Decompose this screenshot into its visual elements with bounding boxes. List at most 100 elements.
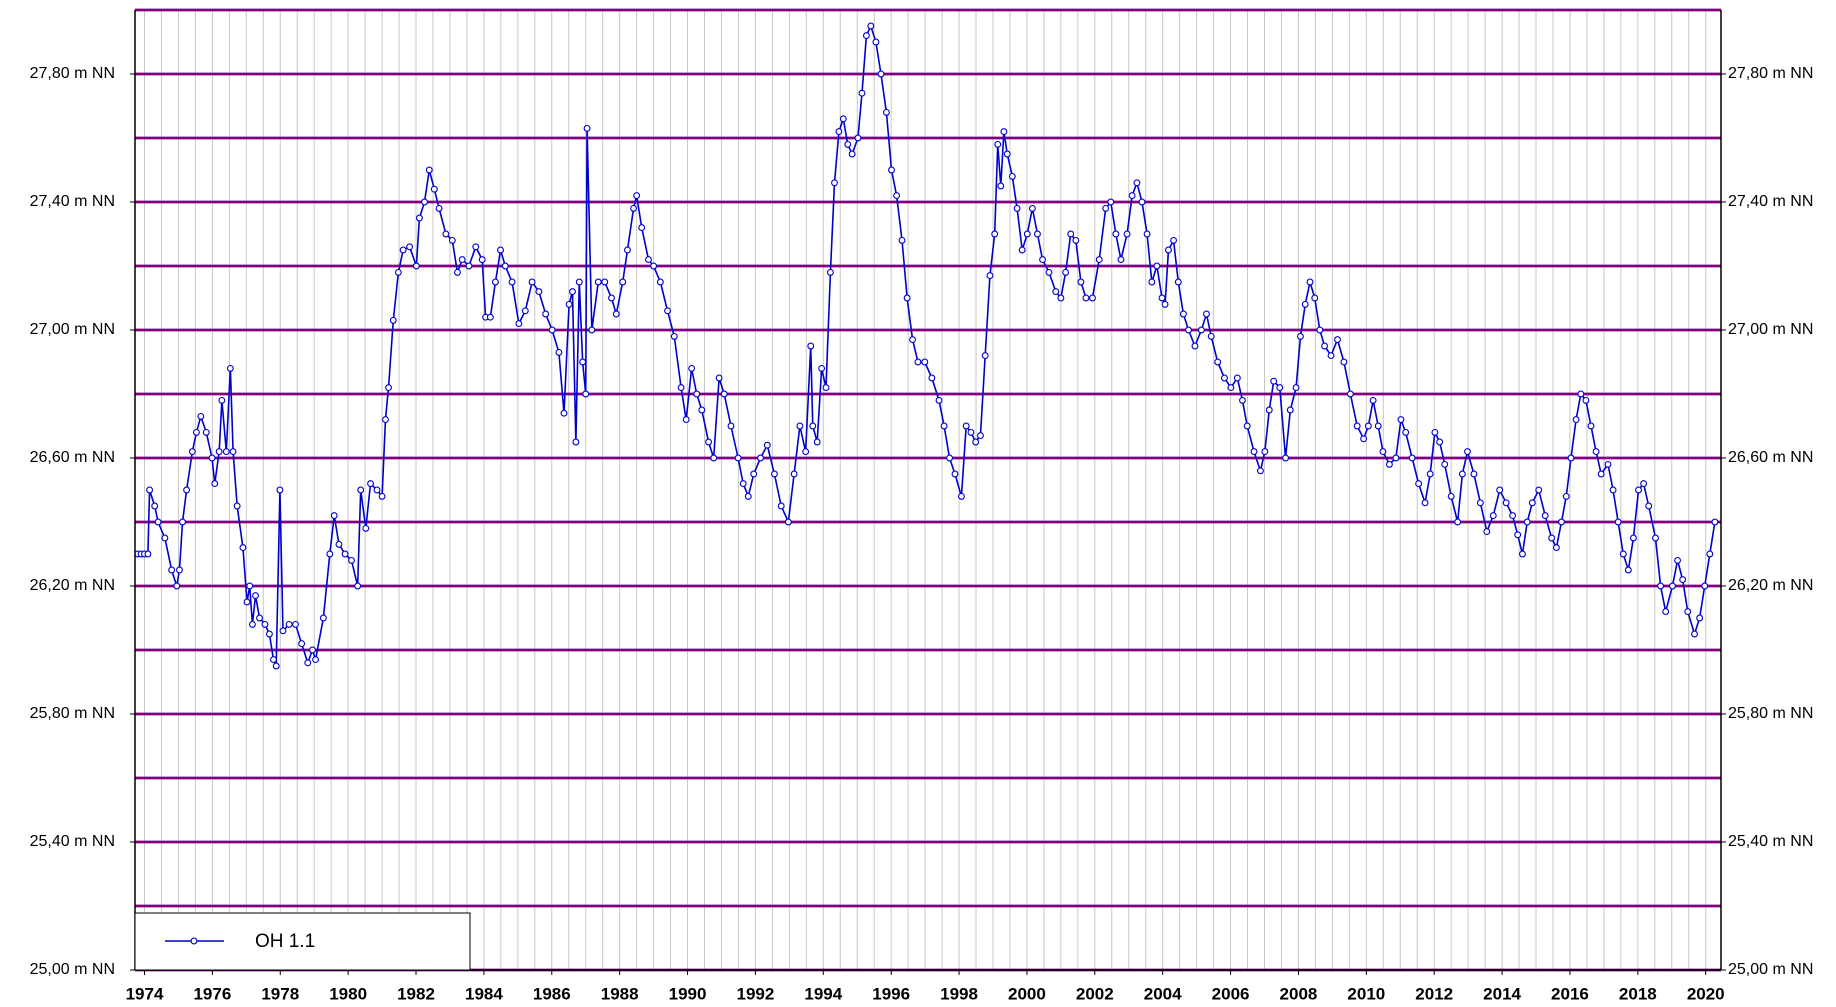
data-point [1415, 480, 1423, 488]
data-point [1270, 377, 1278, 385]
data-point [448, 236, 456, 244]
data-point [809, 422, 817, 430]
data-point [1227, 384, 1235, 392]
data-point [633, 192, 641, 200]
data-point [1321, 342, 1329, 350]
data-point [826, 268, 834, 276]
data-point [362, 524, 370, 532]
data-point [197, 412, 205, 420]
data-point [807, 342, 815, 350]
data-point [1476, 499, 1484, 507]
plot [134, 22, 1719, 670]
data-point [1562, 492, 1570, 500]
data-point [1239, 396, 1246, 404]
legend: OH 1.1 [134, 912, 471, 971]
data-point [161, 534, 169, 542]
data-point [1214, 358, 1222, 366]
data-point [1514, 531, 1522, 539]
data-point [435, 204, 443, 212]
data-point [335, 540, 343, 548]
data-point [173, 582, 181, 590]
data-point [670, 332, 678, 340]
data-point [1102, 204, 1110, 212]
y-tick-label: 27,40 m NN [30, 193, 115, 210]
data-point [341, 550, 349, 558]
x-tick-label: 1974 [126, 984, 164, 1003]
data-point [565, 300, 573, 308]
data-point [1138, 198, 1146, 206]
data-point [588, 326, 596, 334]
data-point [486, 313, 494, 321]
data-point [858, 89, 866, 97]
data-point [348, 556, 355, 564]
data-point [1369, 396, 1377, 404]
data-point [1572, 416, 1580, 424]
data-point [720, 390, 728, 398]
data-point [750, 470, 758, 478]
data-point [693, 390, 701, 398]
data-point [243, 598, 251, 606]
data-point [1340, 358, 1348, 366]
data-point [1297, 332, 1304, 340]
data-point [326, 550, 334, 558]
y2-tick-label: 27,40 m NN [1728, 193, 1813, 210]
data-point [1095, 256, 1103, 264]
data-point [1587, 422, 1595, 430]
data-point [569, 288, 576, 296]
data-point [994, 140, 1002, 148]
x-tick-label: 1978 [261, 984, 299, 1003]
data-point [1265, 406, 1273, 414]
data-point [921, 358, 929, 366]
x-tick-label: 1984 [465, 984, 503, 1003]
data-point [1170, 236, 1178, 244]
data-point [1112, 230, 1120, 238]
data-point [1541, 512, 1549, 520]
data-point [1509, 512, 1517, 520]
data-point [1088, 294, 1096, 302]
data-point [385, 384, 392, 392]
data-point [1250, 448, 1258, 456]
data-point [744, 492, 752, 500]
data-point [1062, 268, 1070, 276]
data-point [835, 128, 843, 136]
data-point [378, 492, 386, 500]
x-tick-label: 1994 [804, 984, 842, 1003]
data-point [612, 310, 620, 318]
data-point [619, 278, 627, 286]
data-point [579, 358, 587, 366]
y-tick-label: 27,00 m NN [30, 321, 115, 338]
data-point [1000, 128, 1008, 136]
data-point [1128, 192, 1136, 200]
data-point [601, 278, 609, 286]
y-tick-label: 25,00 m NN [30, 961, 115, 978]
x-tick-label: 2014 [1483, 984, 1521, 1003]
data-point [1454, 518, 1462, 526]
data-point [575, 278, 583, 286]
data-point [1107, 198, 1115, 206]
x-tick-label: 2020 [1687, 984, 1725, 1003]
data-point [415, 214, 423, 222]
y2-tick-label: 27,00 m NN [1728, 321, 1813, 338]
series-line [137, 23, 1716, 667]
data-point [1165, 246, 1172, 254]
data-point [1523, 518, 1531, 526]
data-point [279, 627, 287, 635]
x-tick-label: 1998 [940, 984, 978, 1003]
data-point [330, 512, 338, 520]
y-tick-label: 25,40 m NN [30, 833, 115, 850]
data-point [877, 70, 885, 78]
data-point [412, 262, 420, 270]
x-tick-label: 2010 [1347, 984, 1385, 1003]
data-point [354, 582, 362, 590]
data-point [986, 272, 994, 280]
data-point [813, 438, 821, 446]
data-point [1133, 179, 1141, 187]
data-point [991, 230, 999, 238]
data-point [1470, 470, 1478, 478]
data-point [1421, 499, 1429, 507]
data-point [1706, 550, 1714, 558]
data-point [389, 316, 397, 324]
data-point [154, 518, 162, 526]
data-point [1436, 438, 1444, 446]
y2-tick-label: 27,80 m NN [1728, 65, 1813, 82]
